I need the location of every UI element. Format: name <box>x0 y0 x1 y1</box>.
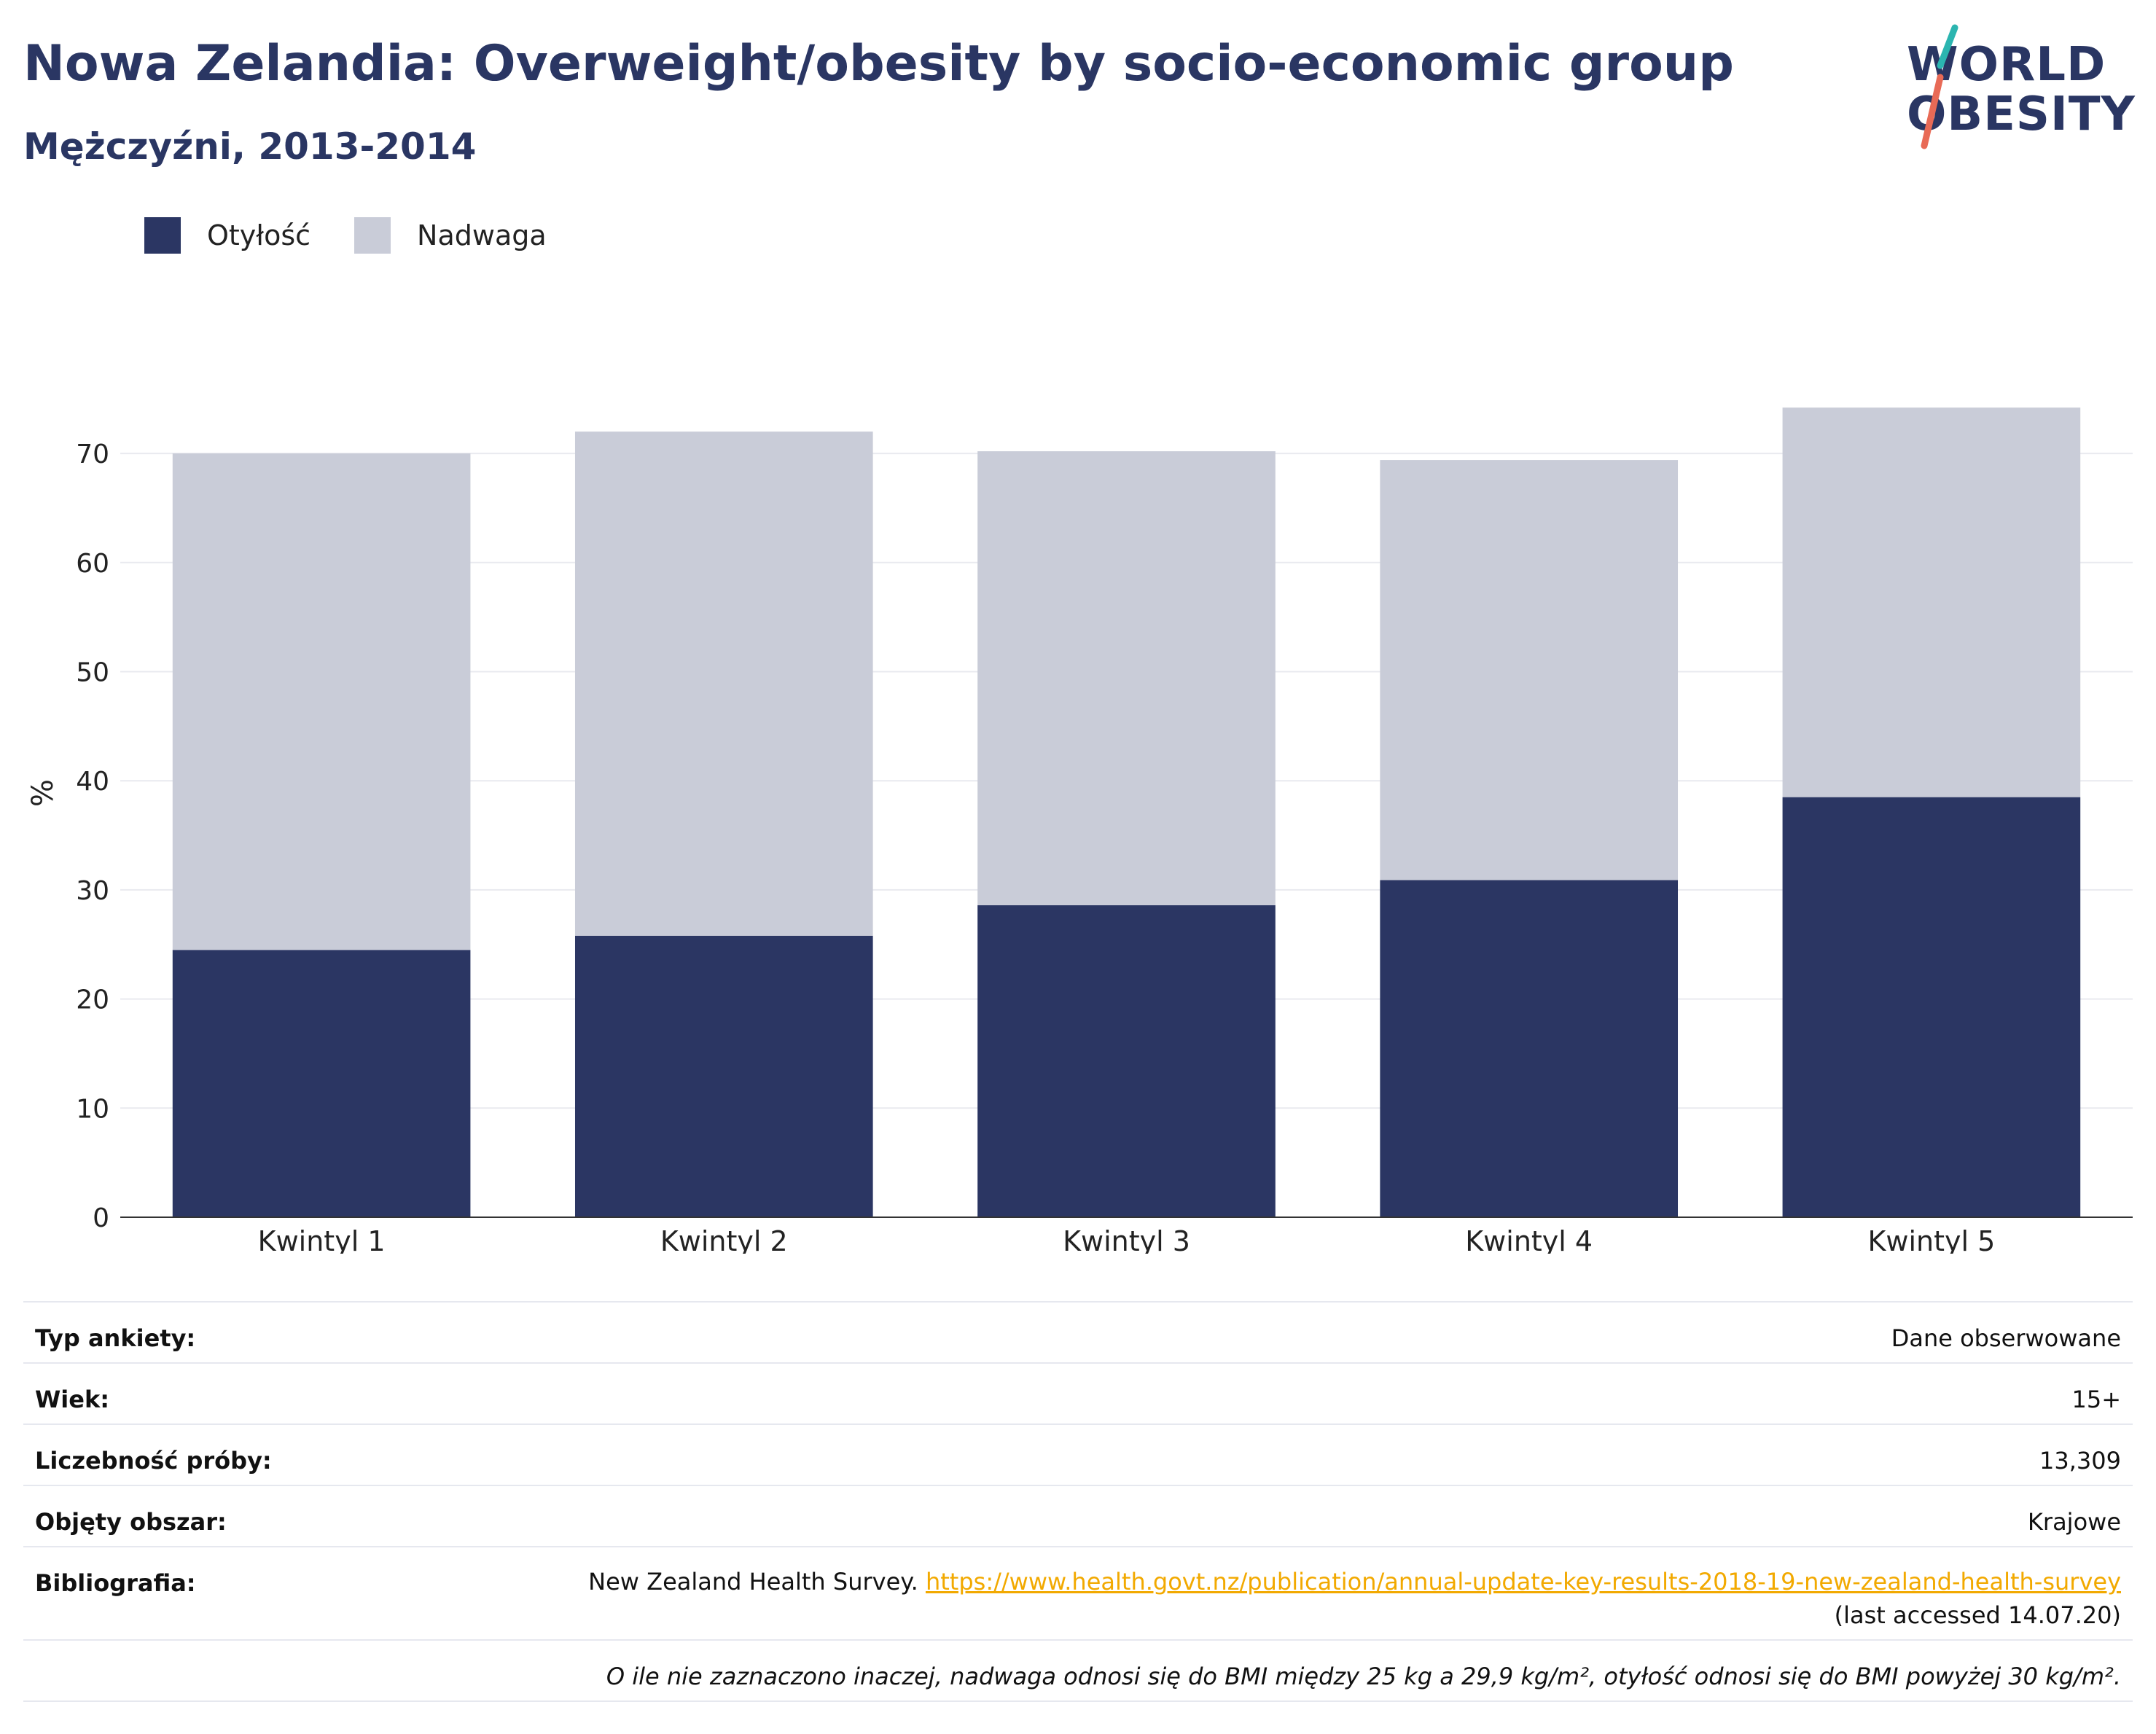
x-tick-label: Kwintyl 2 <box>660 1225 788 1254</box>
meta-row-age: Wiek: 15+ <box>23 1362 2133 1423</box>
meta-label: Liczebność próby: <box>35 1447 272 1475</box>
definition-note: O ile nie zaznaczono inaczej, nadwaga od… <box>606 1663 2121 1690</box>
meta-row-bibliography: Bibliografia: New Zealand Health Survey.… <box>23 1546 2133 1639</box>
x-tick-label: Kwintyl 5 <box>1867 1225 1995 1254</box>
meta-row-coverage: Objęty obszar: Krajowe <box>23 1485 2133 1546</box>
logo-slash-icon <box>1921 24 1958 149</box>
meta-label: Typ ankiety: <box>35 1324 196 1352</box>
meta-row-sample-size: Liczebność próby: 13,309 <box>23 1423 2133 1485</box>
meta-value: 13,309 <box>2039 1447 2121 1475</box>
bar-overweight <box>1782 407 2081 797</box>
meta-label: Bibliografia: <box>35 1569 196 1597</box>
meta-value: 15+ <box>2071 1386 2121 1413</box>
legend: Otyłość Nadwaga <box>144 217 590 254</box>
bar-chart: 0 10 20 30 40 50 60 70% Kwintyl 1 Kwintyl 2 Kwinty… <box>26 407 2133 1254</box>
x-tick-label: Kwintyl 1 <box>258 1225 386 1254</box>
meta-value: Krajowe <box>2027 1508 2121 1536</box>
legend-swatch-overweight <box>354 217 391 254</box>
bar-overweight <box>977 451 1276 905</box>
meta-label: Wiek: <box>35 1386 110 1413</box>
y-tick-label: 30 <box>76 876 109 906</box>
bar-obesity <box>574 935 873 1217</box>
y-tick-label: 60 <box>76 549 109 579</box>
metadata-table: Typ ankiety: Dane obserwowane Wiek: 15+ … <box>23 1301 2133 1702</box>
bar-obesity <box>1782 797 2081 1217</box>
bibliography-value: New Zealand Health Survey. https://www.h… <box>588 1565 2121 1632</box>
x-tick-label: Kwintyl 4 <box>1465 1225 1593 1254</box>
bar-obesity <box>977 905 1276 1217</box>
logo-word-obesity: OBESITY <box>1907 87 2136 141</box>
legend-item-obesity[interactable]: Otyłość <box>144 217 310 254</box>
legend-item-overweight[interactable]: Nadwaga <box>354 217 547 254</box>
bar-overweight <box>1380 460 1679 880</box>
bar-obesity <box>1380 880 1679 1217</box>
bibliography-source: New Zealand Health Survey. <box>588 1568 918 1596</box>
bar-overweight <box>172 453 471 950</box>
y-tick-label: 50 <box>76 658 109 688</box>
bar-obesity <box>172 950 471 1217</box>
chart-subtitle: Mężczyźni, 2013-2014 <box>23 125 477 168</box>
y-tick-label: 20 <box>76 985 109 1015</box>
legend-label-overweight: Nadwaga <box>417 219 547 251</box>
legend-label-obesity: Otyłość <box>207 219 311 251</box>
y-tick-label: 40 <box>76 767 109 797</box>
y-tick-label: 70 <box>76 440 109 469</box>
meta-value: Dane obserwowane <box>1891 1324 2121 1352</box>
y-tick-label: 10 <box>76 1094 109 1124</box>
y-axis-label: % <box>26 779 60 807</box>
bibliography-accessed: (last accessed 14.07.20) <box>1834 1601 2121 1629</box>
world-obesity-logo: WORLD OBESITY <box>1902 15 2136 160</box>
meta-label: Objęty obszar: <box>35 1508 227 1536</box>
bar-overweight <box>574 431 873 936</box>
meta-row-note: O ile nie zaznaczono inaczej, nadwaga od… <box>23 1639 2133 1702</box>
bibliography-link[interactable]: https://www.health.govt.nz/publication/a… <box>925 1568 2121 1596</box>
x-tick-label: Kwintyl 3 <box>1063 1225 1190 1254</box>
y-tick-label: 0 <box>93 1203 109 1233</box>
meta-row-survey-type: Typ ankiety: Dane obserwowane <box>23 1301 2133 1362</box>
chart-title: Nowa Zelandia: Overweight/obesity by soc… <box>23 35 1734 93</box>
legend-swatch-obesity <box>144 217 181 254</box>
